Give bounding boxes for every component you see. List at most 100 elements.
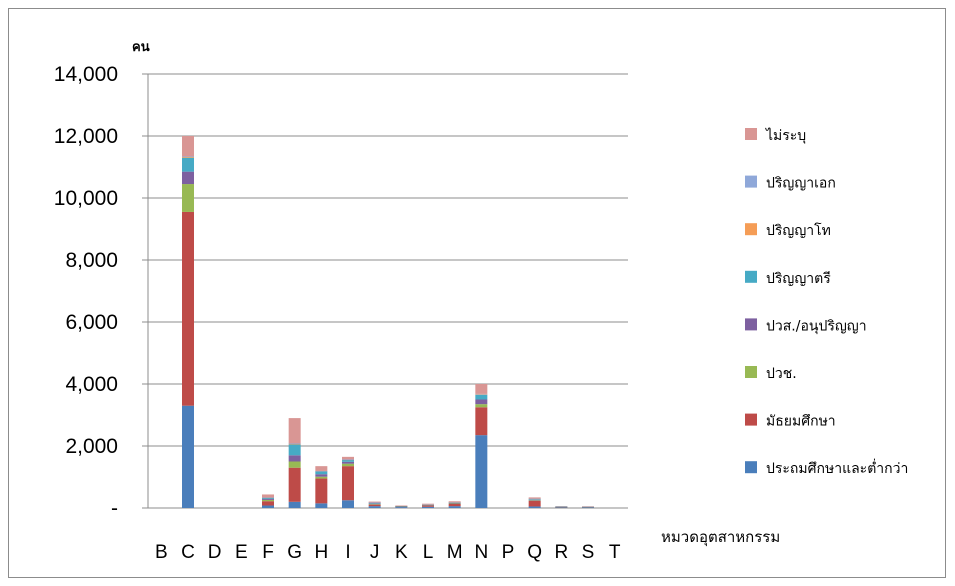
bar-segment <box>262 501 274 506</box>
bar-segment <box>422 504 434 506</box>
legend-swatch <box>745 318 757 331</box>
x-tick-label: L <box>423 542 434 563</box>
bar-segment <box>475 435 488 508</box>
y-tick-label: 12,000 <box>54 125 118 148</box>
bar-segment <box>288 461 301 468</box>
bar-segment <box>582 506 594 508</box>
y-tick-label: 10,000 <box>54 187 118 210</box>
legend-label: มัธยมศึกษา <box>766 414 836 430</box>
bar-segment <box>395 506 408 507</box>
bar-segment <box>182 171 194 185</box>
bar-segment <box>288 418 301 444</box>
bar-segment <box>342 466 354 501</box>
bar-segment <box>315 478 328 504</box>
bar-segment <box>342 456 354 460</box>
x-axis-label: หมวดอุตสาหกรรม <box>661 528 780 547</box>
bar-segment <box>555 506 568 507</box>
x-tick-label: J <box>370 542 380 563</box>
x-tick-label: I <box>345 542 350 563</box>
x-tick-label: P <box>502 542 515 563</box>
y-tick-label: 14,000 <box>54 63 118 86</box>
legend-swatch <box>745 223 757 236</box>
bar-segment <box>182 136 194 157</box>
bar-segment <box>315 476 328 479</box>
legend-swatch <box>745 461 757 474</box>
x-tick-label: D <box>208 542 222 563</box>
bar-segment <box>262 497 274 500</box>
bar-segment <box>288 443 301 445</box>
bar-segment <box>288 501 301 508</box>
bar-segment <box>262 499 274 500</box>
x-tick-label: M <box>447 542 463 563</box>
legend-label: ปริญญาตรี <box>766 271 831 287</box>
bar-segment <box>582 507 594 509</box>
y-axis-label: คน <box>132 40 150 55</box>
bar-segment <box>288 443 301 445</box>
bar-segment <box>368 503 381 505</box>
legend-label: ปริญญาเอก <box>766 176 836 192</box>
bar-segment <box>555 506 568 507</box>
bars <box>182 136 594 509</box>
bar-segment <box>342 500 354 508</box>
x-tick-label: B <box>155 542 168 563</box>
x-tick-label: Q <box>527 542 542 563</box>
bar-segment <box>262 497 274 499</box>
bar-segment <box>448 503 461 504</box>
y-tick-label: 6,000 <box>65 311 118 334</box>
x-tick-label: C <box>181 542 195 563</box>
bar-segment <box>582 506 594 507</box>
bar-segment <box>528 500 541 507</box>
bar-segment <box>475 394 488 395</box>
bar-segment <box>342 463 354 467</box>
bar-segment <box>262 505 274 508</box>
legend-label: ประถมศึกษาและต่ำกว่า <box>766 459 908 477</box>
bar-segment <box>395 505 408 507</box>
bar-segment <box>342 459 354 462</box>
bar-segment <box>448 502 461 503</box>
bar-segment <box>315 503 328 508</box>
y-tick-label: 2,000 <box>65 435 118 458</box>
bar-segment <box>368 504 381 505</box>
bar-segment <box>528 498 541 500</box>
bar-segment <box>182 184 194 212</box>
bar-segment <box>448 503 461 505</box>
legend-label: ปริญญาโท <box>766 222 831 239</box>
bar-segment <box>315 471 328 475</box>
bar-segment <box>288 455 301 462</box>
bar-segment <box>528 500 541 501</box>
bar-segment <box>368 506 381 508</box>
x-tick-label: H <box>314 542 328 563</box>
bar-segment <box>315 474 328 477</box>
legend-swatch <box>745 366 757 378</box>
x-tick-label: E <box>235 542 248 563</box>
x-tick-label: K <box>395 542 408 563</box>
bar-segment <box>475 394 488 400</box>
gridlines <box>142 73 628 509</box>
bar-segment <box>182 157 194 172</box>
bar-segment <box>182 405 194 508</box>
bar-segment <box>342 461 354 464</box>
x-tick-label: T <box>609 542 621 563</box>
bar-segment <box>555 506 568 508</box>
bar-segment <box>342 459 354 460</box>
bar-segment <box>182 211 194 406</box>
bar-segment <box>288 467 301 502</box>
bar-segment <box>368 502 381 504</box>
bar-segment <box>182 156 194 158</box>
bar-segment <box>528 497 541 499</box>
x-tick-label: G <box>287 542 302 563</box>
bar-segment <box>475 407 488 436</box>
bar-segment <box>182 156 194 157</box>
bar-segment <box>422 505 434 507</box>
bar-segment <box>262 494 274 498</box>
bar-segment <box>422 506 434 508</box>
bar-segment <box>555 507 568 508</box>
bar-segment <box>475 404 488 408</box>
bar-segment <box>448 503 461 507</box>
bar-segment <box>395 507 408 508</box>
x-tick-label: R <box>554 542 568 563</box>
bar-segment <box>422 503 434 505</box>
y-tick-label: 4,000 <box>65 373 118 396</box>
bar-segment <box>475 393 488 395</box>
